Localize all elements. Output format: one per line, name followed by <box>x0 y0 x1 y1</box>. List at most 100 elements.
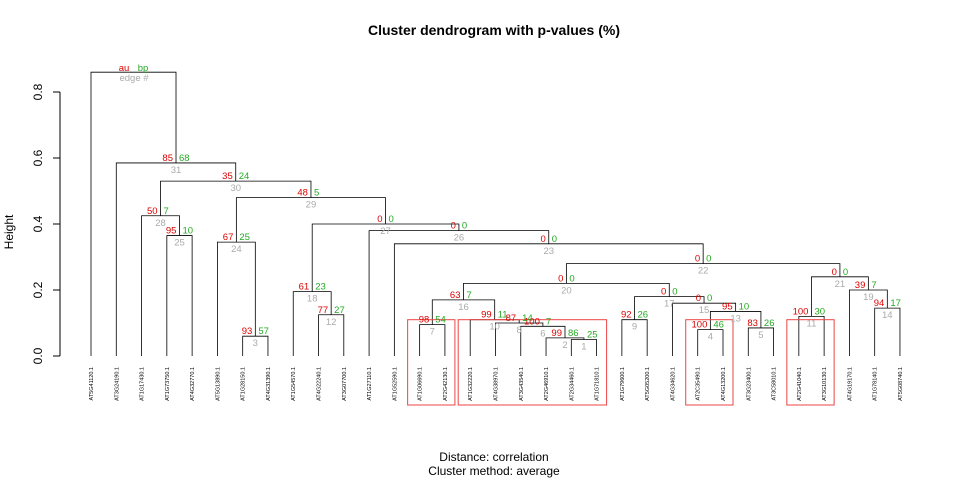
au-value: 0 <box>695 254 700 265</box>
bp-value: 26 <box>764 318 775 329</box>
bp-value: 25 <box>239 232 250 243</box>
bp-value: 0 <box>707 293 712 304</box>
au-value: 77 <box>318 305 329 316</box>
leaf-label: AT4G32770.1 <box>190 367 196 401</box>
edge-number: 24 <box>231 244 242 255</box>
leaf-label: AT3C58010.1 <box>772 367 778 401</box>
au-value: 83 <box>747 318 758 329</box>
leaf-label: AT5G08740.1 <box>898 367 904 401</box>
leaf-label: AT1G32220.1 <box>468 367 474 401</box>
au-value: 39 <box>855 280 866 291</box>
legend-bp: bp <box>138 63 149 74</box>
highlight-box <box>457 319 608 406</box>
bp-value: 11 <box>498 310 508 321</box>
edge-number: 6 <box>540 328 545 339</box>
edge-number: 2 <box>562 340 567 351</box>
leaf-labels: AT5G41120.1 AT3G24190.1 AT1G17430.1 AT1G737… <box>89 367 904 401</box>
au-value: 0 <box>540 234 545 245</box>
bp-value: 7 <box>546 316 551 327</box>
bp-value: 5 <box>314 188 319 199</box>
leaf-label: AT4G22240.1 <box>317 367 323 401</box>
au-value: 99 <box>551 328 562 339</box>
leaf-label: AT4G34620.1 <box>670 367 676 401</box>
au-value: 63 <box>450 290 461 301</box>
leaf-label: AT2G46910.1 <box>544 367 550 401</box>
bp-value: 10 <box>739 301 750 312</box>
edge-number: 21 <box>835 279 846 290</box>
dendrogram-tree <box>90 71 901 356</box>
au-value: 0 <box>377 214 382 225</box>
dendrogram-branch <box>166 235 193 356</box>
y-axis-label: Height <box>2 214 16 249</box>
bp-value: 7 <box>164 206 169 217</box>
au-value: 98 <box>419 315 430 326</box>
edge-number: 18 <box>307 294 318 305</box>
bp-value: 7 <box>466 290 471 301</box>
y-tick-label: 0.8 <box>31 83 45 100</box>
edge-number: 17 <box>664 299 675 310</box>
leaf-label: AT1G06690.1 <box>418 367 424 401</box>
y-tick-label: 0.0 <box>31 347 45 364</box>
leaf-label: AT1G79600.1 <box>620 367 626 401</box>
edge-number: 31 <box>171 165 182 176</box>
edge-number: 13 <box>730 313 741 324</box>
bp-value: 14 <box>522 313 533 324</box>
highlight-box <box>407 319 456 406</box>
bp-value: 26 <box>638 310 649 321</box>
au-value: 94 <box>874 298 885 309</box>
bp-value: 0 <box>389 214 394 225</box>
bp-value: 54 <box>435 315 446 326</box>
leaf-label: AT3G10130.1 <box>822 367 828 401</box>
bp-value: 46 <box>713 320 724 331</box>
leaf-label: AT1G78140.1 <box>873 367 879 401</box>
leaf-label: AT5G13890.1 <box>215 367 221 401</box>
bp-value: 0 <box>569 273 574 284</box>
y-tick-label: 0.2 <box>31 281 45 298</box>
au-value: 0 <box>661 287 666 298</box>
bp-value: 68 <box>179 153 190 164</box>
au-value: 0 <box>451 221 456 232</box>
y-tick-label: 0.4 <box>31 215 45 232</box>
au-value: 87 <box>506 313 517 324</box>
legend-edge: edge # <box>119 73 149 84</box>
au-value: 0 <box>832 267 837 278</box>
edge-number: 5 <box>758 330 763 341</box>
bp-value: 7 <box>871 280 876 291</box>
au-value: 95 <box>722 301 733 312</box>
bp-value: 57 <box>258 326 269 337</box>
edge-number: 22 <box>698 266 709 277</box>
leaf-label: AT4G38970.1 <box>493 367 499 401</box>
edge-number: 30 <box>230 183 241 194</box>
leaf-label: AT3G07700.1 <box>342 367 348 401</box>
au-value: 0 <box>558 273 563 284</box>
bp-value: 0 <box>843 267 848 278</box>
edge-number: 19 <box>863 292 874 303</box>
edge-number: 27 <box>380 226 391 237</box>
leaf-label: AT2G41040.1 <box>797 367 803 401</box>
au-value: 100 <box>524 316 540 327</box>
au-value: 61 <box>299 282 310 293</box>
chart-title: Cluster dendrogram with p-values (%) <box>368 22 620 38</box>
dendrogram-branch <box>217 241 256 356</box>
edge-number: 4 <box>708 332 713 343</box>
edge-number: 28 <box>155 218 166 229</box>
legend-au: au <box>119 63 130 74</box>
au-value: 92 <box>621 310 632 321</box>
bp-value: 0 <box>552 234 557 245</box>
leaf-label: AT1G54570.1 <box>291 367 297 401</box>
bp-value: 17 <box>890 298 901 309</box>
leaf-label: AT1G28150.1 <box>241 367 247 401</box>
edge-number: 11 <box>807 318 817 329</box>
leaf-label: AT1G52590.1 <box>392 367 398 401</box>
au-value: 100 <box>692 320 708 331</box>
edge-number: 25 <box>174 238 185 249</box>
bp-value: 27 <box>334 305 345 316</box>
edge-number: 16 <box>458 302 469 313</box>
edge-number: 10 <box>489 322 500 333</box>
au-value: 93 <box>242 326 253 337</box>
bp-value: 0 <box>462 221 467 232</box>
leaf-label: AT4G19170.1 <box>847 367 853 401</box>
dendrogram-branch <box>90 71 177 356</box>
